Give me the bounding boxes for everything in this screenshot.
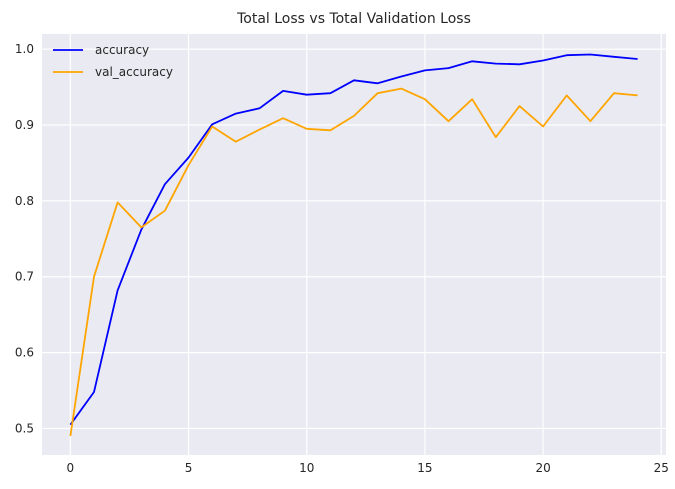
legend-label: accuracy	[95, 43, 149, 57]
series-line-accuracy	[69, 53, 638, 426]
legend-label: val_accuracy	[95, 65, 173, 79]
y-tick-label: 0.6	[15, 346, 34, 360]
y-tick-label: 0.5	[15, 421, 34, 435]
y-tick-label: 0.8	[15, 194, 34, 208]
x-tick-label: 25	[654, 461, 669, 475]
chart-title: Total Loss vs Total Validation Loss	[236, 11, 471, 27]
plot-area	[42, 34, 666, 455]
x-tick-label: 20	[535, 461, 550, 475]
y-tick-label: 1.0	[15, 42, 34, 56]
x-tick-label: 15	[417, 461, 432, 475]
x-tick-label: 5	[185, 461, 193, 475]
y-tick-label: 0.7	[15, 270, 34, 284]
legend: accuracy val_accuracy	[53, 43, 173, 79]
x-tick-label: 0	[67, 461, 75, 475]
x-tick-label: 10	[299, 461, 314, 475]
series-line-val-accuracy	[69, 87, 638, 437]
y-tick-label: 0.9	[15, 118, 34, 132]
series-layer	[69, 53, 638, 437]
grid	[42, 34, 666, 455]
tick-labels: 0 5 10 15 20 25 0.5 0.6 0.7 0.8 0.9 1.0	[15, 42, 669, 475]
